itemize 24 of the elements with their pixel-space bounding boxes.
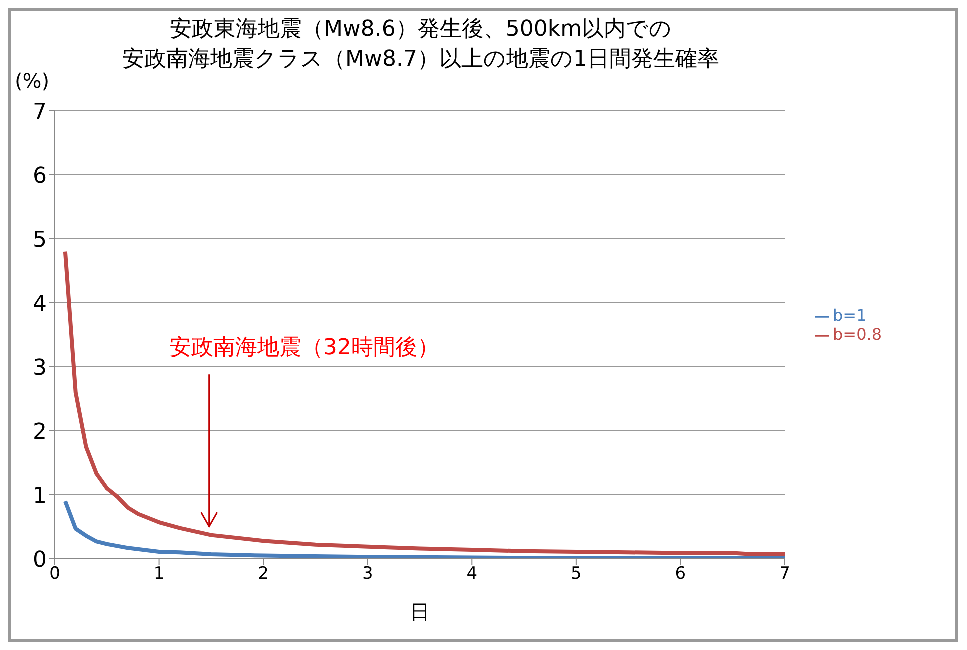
line-series xyxy=(63,250,785,557)
legend-label: b=0.8 xyxy=(833,325,882,344)
x-tick-label: 4 xyxy=(466,564,478,584)
y-tick-label: 6 xyxy=(33,164,47,189)
x-tick-label: 1 xyxy=(154,564,165,584)
x-tick-label: 3 xyxy=(362,564,374,584)
x-tick-label: 5 xyxy=(571,564,582,584)
y-tick-label: 2 xyxy=(33,420,47,445)
x-tick-label: 2 xyxy=(258,564,269,584)
chart-subtitle: 安政南海地震クラス（Mw8.7）以上の地震の1日間発生確率 xyxy=(122,47,720,72)
y-tick-label: 4 xyxy=(33,292,47,317)
annotation: 安政南海地震（32時間後） xyxy=(169,336,440,361)
legend-label: b=1 xyxy=(833,306,867,325)
x-tick-label: 0 xyxy=(50,564,60,584)
x-tick-label: 6 xyxy=(675,564,686,584)
y-axis-title: (%) xyxy=(15,69,50,93)
y-tick-label: 3 xyxy=(33,356,47,381)
x-axis-title: 日 xyxy=(410,600,430,624)
y-tick-label: 1 xyxy=(33,484,47,509)
chart-title: 安政東海地震（Mw8.6）発生後、500km以内での xyxy=(168,16,674,44)
x-tick-label: 7 xyxy=(780,564,790,584)
y-tick-label: 5 xyxy=(33,228,47,253)
line-series xyxy=(63,499,785,559)
y-tick-label: 7 xyxy=(33,100,47,125)
